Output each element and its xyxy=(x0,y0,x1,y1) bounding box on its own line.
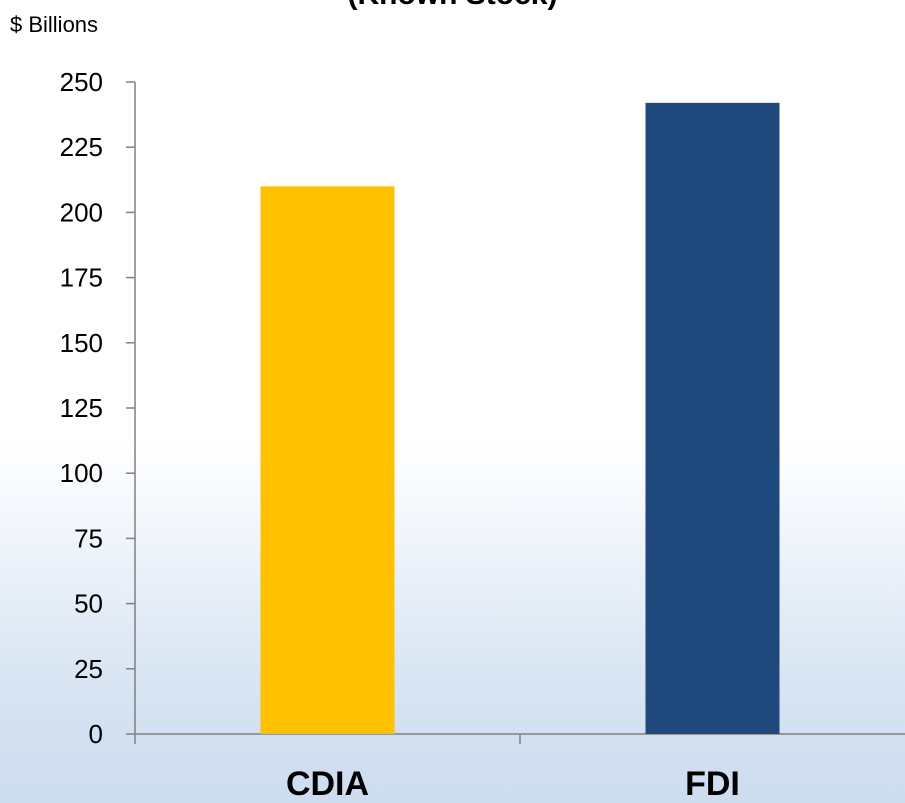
y-tick-label-175: 175 xyxy=(60,263,103,293)
y-tick-label-0: 0 xyxy=(89,719,103,749)
y-tick-label-75: 75 xyxy=(74,523,103,553)
chart-title: (Known Stock) xyxy=(0,0,905,12)
bar-fdi xyxy=(645,102,780,734)
x-category-label-cdia: CDIA xyxy=(286,765,369,803)
y-axis-unit-label: $ Billions xyxy=(10,12,99,37)
x-category-label-fdi: FDI xyxy=(685,765,740,803)
y-tick-label-50: 50 xyxy=(74,589,103,619)
y-tick-label-125: 125 xyxy=(60,393,103,423)
y-tick-label-25: 25 xyxy=(74,654,103,684)
y-tick-label-250: 250 xyxy=(60,67,103,97)
bar-cdia xyxy=(260,186,395,734)
y-tick-label-150: 150 xyxy=(60,328,103,358)
y-tick-label-225: 225 xyxy=(60,132,103,162)
y-tick-label-100: 100 xyxy=(60,458,103,488)
y-tick-label-200: 200 xyxy=(60,197,103,227)
